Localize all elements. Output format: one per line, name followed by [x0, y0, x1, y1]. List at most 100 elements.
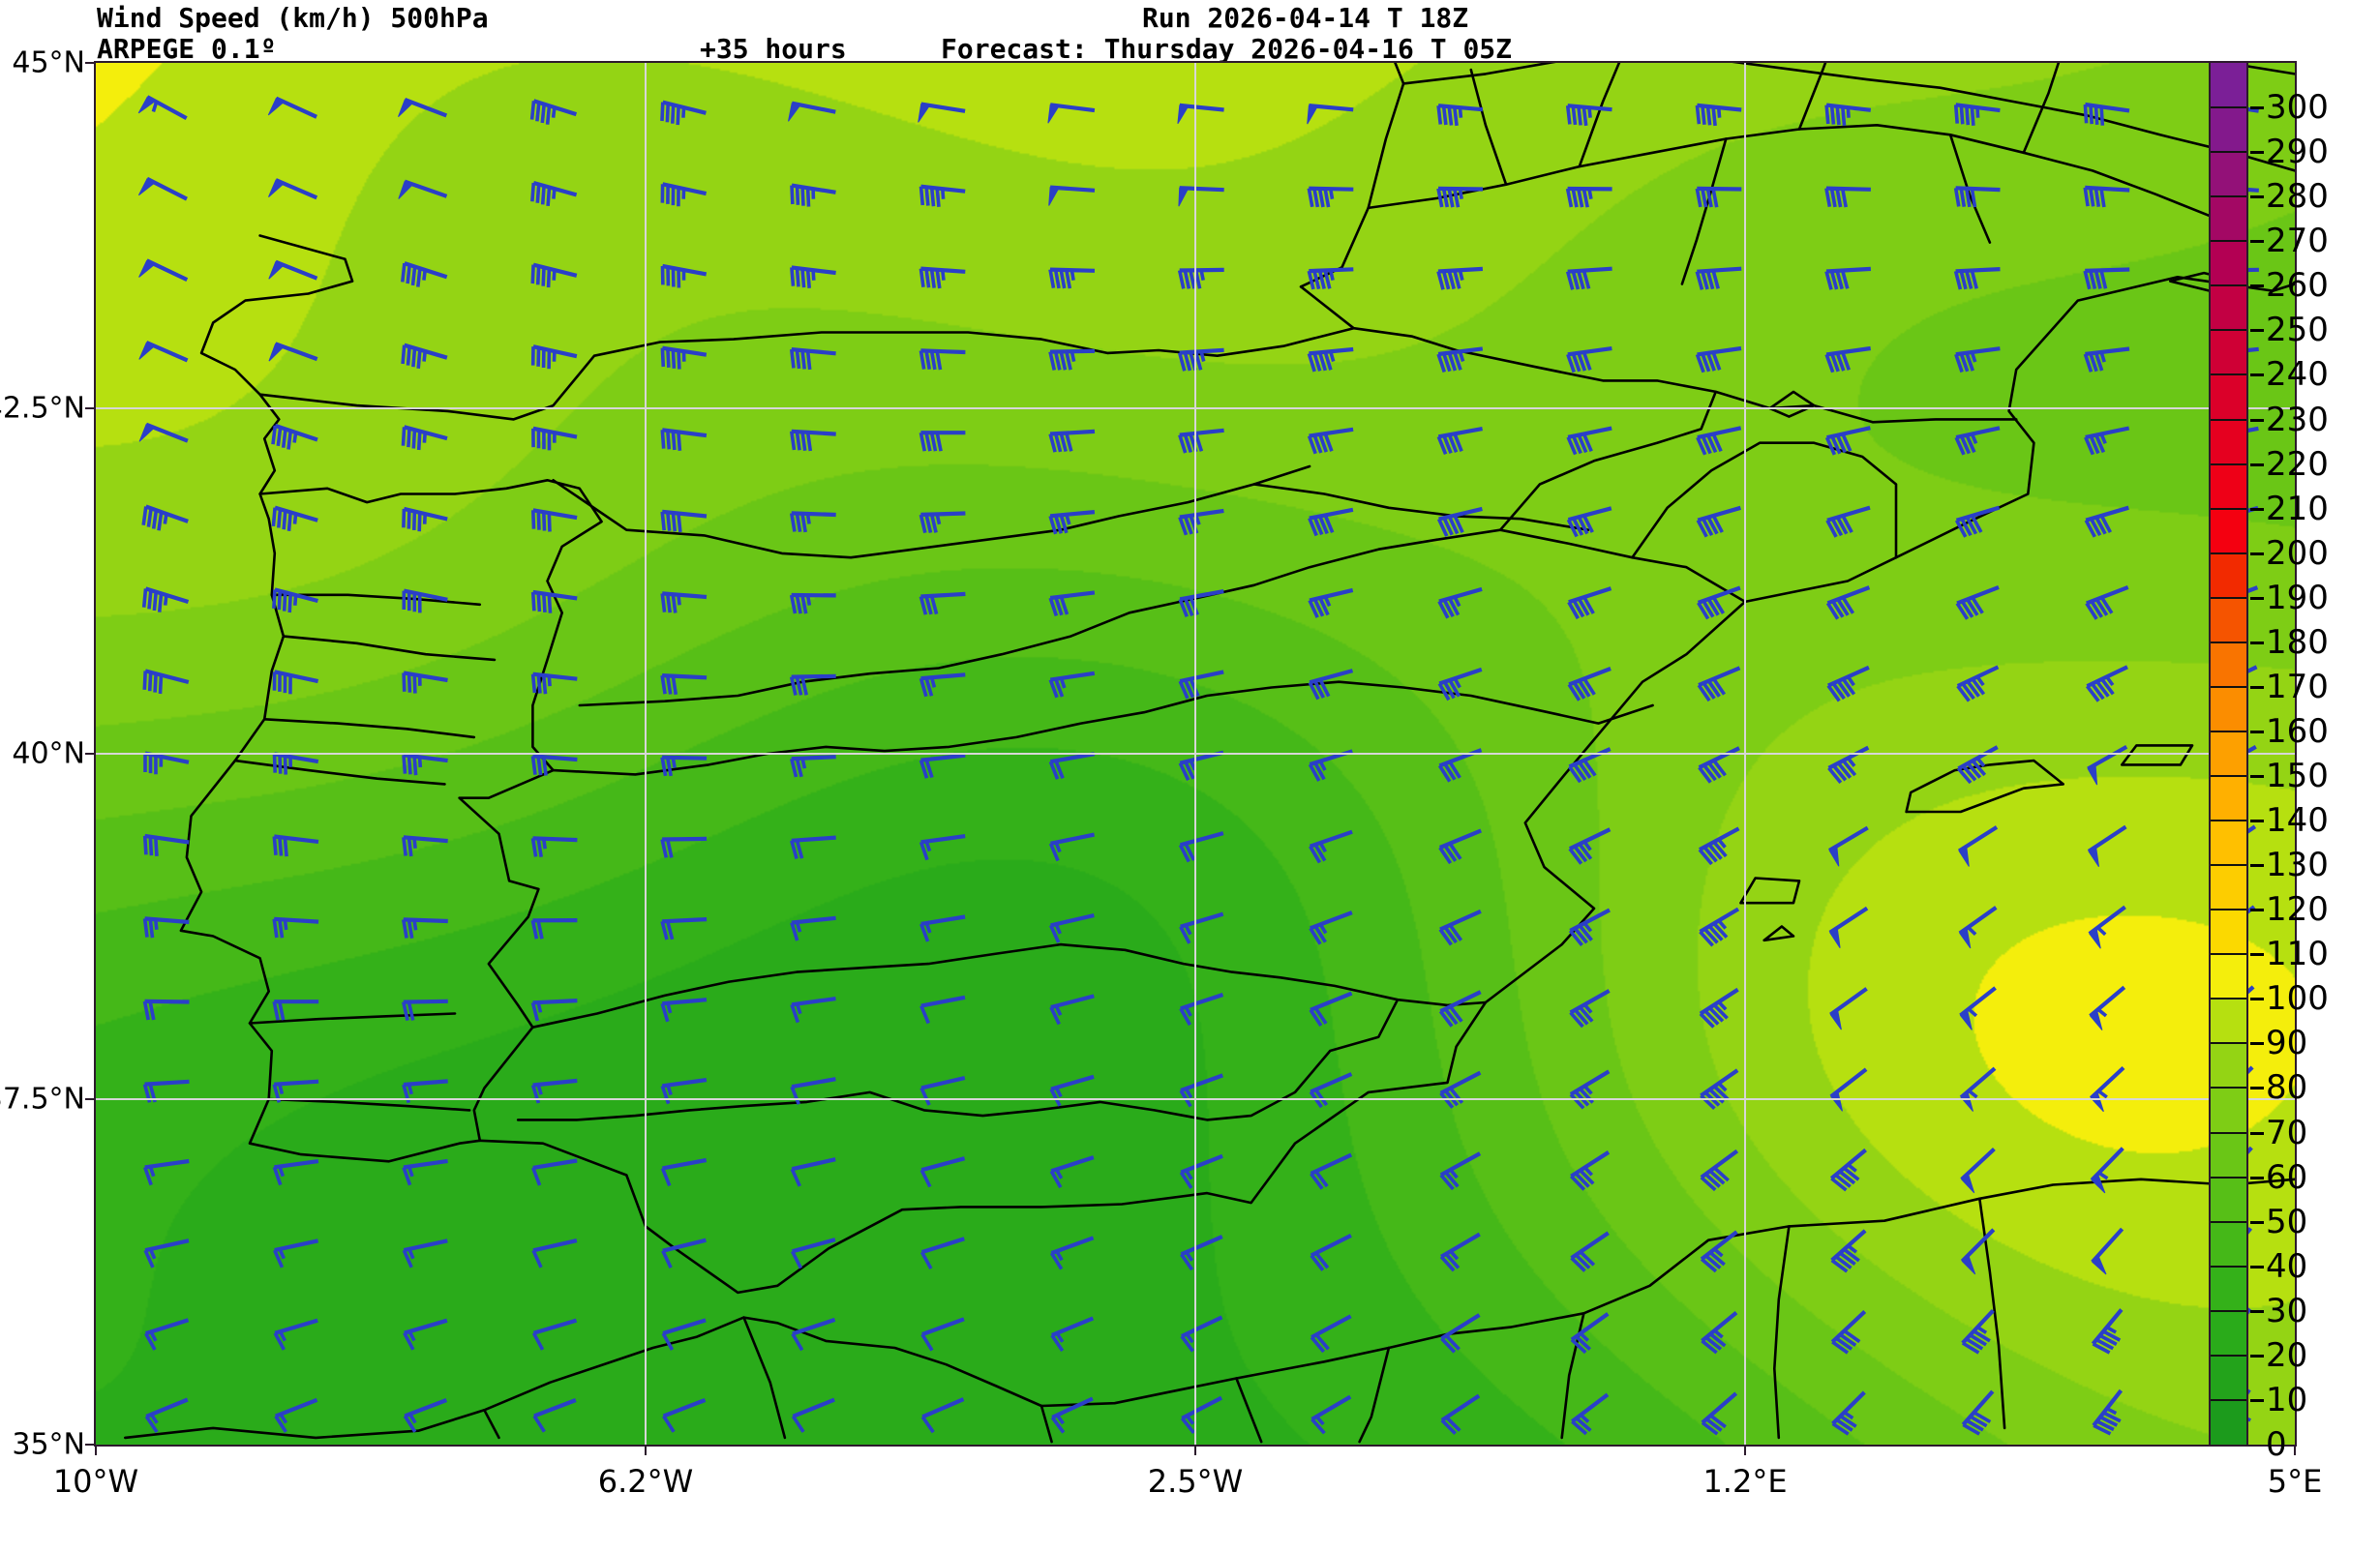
- colorbar-tick-label: 280: [2266, 177, 2329, 217]
- longitude-tick-label: 10°W: [52, 1463, 139, 1500]
- latitude-tick-label: 40°N: [12, 736, 85, 771]
- colorbar-tick-label: 260: [2266, 266, 2329, 306]
- colorbar-separator: [2211, 596, 2246, 599]
- colorbar-separator: [2211, 1354, 2246, 1357]
- colorbar-tick-label: 0: [2266, 1425, 2287, 1464]
- colorbar-separator: [2211, 329, 2246, 332]
- chart-header: Wind Speed (km/h) 500hPa ARPEGE 0.1º +35…: [0, 0, 2380, 65]
- colorbar-tick-label: 220: [2266, 444, 2329, 484]
- longitude-tick-label: 6.2°W: [597, 1463, 694, 1500]
- colorbar-swatch: [2211, 1221, 2246, 1267]
- colorbar-separator: [2211, 1220, 2246, 1223]
- colorbar-separator: [2211, 1309, 2246, 1312]
- colorbar-separator: [2211, 998, 2246, 1000]
- colorbar-tick-label: 110: [2266, 935, 2329, 974]
- colorbar-tick-mark: [2250, 106, 2264, 110]
- colorbar-swatch: [2211, 241, 2246, 286]
- colorbar-tick-mark: [2250, 685, 2264, 689]
- colorbar-separator: [2211, 909, 2246, 911]
- colorbar-swatch: [2211, 508, 2246, 553]
- colorbar-tick-label: 230: [2266, 400, 2329, 439]
- colorbar: [2209, 61, 2248, 1447]
- colorbar-tick-label: 70: [2266, 1113, 2308, 1152]
- colorbar-tick-mark: [2250, 820, 2264, 823]
- colorbar-swatch: [2211, 152, 2246, 197]
- colorbar-tick-mark: [2250, 418, 2264, 422]
- colorbar-swatch: [2211, 63, 2246, 108]
- latitude-tick-mark: [85, 62, 94, 64]
- colorbar-tick-label: 150: [2266, 757, 2329, 796]
- colorbar-swatch: [2211, 910, 2246, 955]
- colorbar-swatch: [2211, 821, 2246, 866]
- colorbar-tick-label: 270: [2266, 222, 2329, 261]
- colorbar-swatch: [2211, 731, 2246, 776]
- colorbar-swatch: [2211, 1266, 2246, 1311]
- colorbar-tick-mark: [2250, 1309, 2264, 1313]
- colorbar-swatch: [2211, 107, 2246, 153]
- colorbar-swatch: [2211, 1310, 2246, 1356]
- colorbar-separator: [2211, 864, 2246, 867]
- colorbar-tick-mark: [2250, 953, 2264, 957]
- colorbar-swatch: [2211, 1355, 2246, 1400]
- longitude-tick-mark: [2294, 1447, 2296, 1455]
- colorbar-tick-mark: [2250, 1087, 2264, 1090]
- colorbar-separator: [2211, 552, 2246, 554]
- colorbar-tick-label: 250: [2266, 311, 2329, 350]
- colorbar-separator: [2211, 685, 2246, 688]
- colorbar-tick-label: 80: [2266, 1068, 2308, 1108]
- colorbar-tick-mark: [2250, 1354, 2264, 1358]
- colorbar-swatch: [2211, 463, 2246, 509]
- colorbar-separator: [2211, 730, 2246, 732]
- longitude-tick-mark: [95, 1447, 97, 1455]
- colorbar-tick-mark: [2250, 507, 2264, 511]
- forecast-time-label: Forecast: Thursday 2026-04-16 T 05Z: [941, 33, 1513, 65]
- latitude-tick-mark: [85, 753, 94, 755]
- colorbar-tick-label: 40: [2266, 1246, 2308, 1286]
- colorbar-tick-mark: [2250, 596, 2264, 600]
- colorbar-tick-mark: [2250, 998, 2264, 1001]
- colorbar-separator: [2211, 1087, 2246, 1089]
- colorbar-swatch: [2211, 776, 2246, 821]
- colorbar-tick-label: 20: [2266, 1335, 2308, 1375]
- colorbar-tick-mark: [2250, 373, 2264, 377]
- colorbar-tick-label: 130: [2266, 846, 2329, 885]
- colorbar-separator: [2211, 1042, 2246, 1045]
- longitude-tick-mark: [1744, 1447, 1746, 1455]
- colorbar-tick-mark: [2250, 1042, 2264, 1046]
- colorbar-separator: [2211, 820, 2246, 822]
- colorbar-swatch: [2211, 999, 2246, 1044]
- colorbar-tick-label: 90: [2266, 1024, 2308, 1063]
- colorbar-tick-mark: [2250, 151, 2264, 155]
- colorbar-separator: [2211, 463, 2246, 465]
- colorbar-tick-mark: [2250, 641, 2264, 644]
- colorbar-swatch: [2211, 1088, 2246, 1133]
- colorbar-tick-label: 30: [2266, 1291, 2308, 1330]
- colorbar-swatch: [2211, 330, 2246, 375]
- colorbar-tick-mark: [2250, 552, 2264, 555]
- colorbar-swatch: [2211, 1399, 2246, 1445]
- colorbar-separator: [2211, 418, 2246, 421]
- longitude-tick-mark: [1194, 1447, 1196, 1455]
- colorbar-tick-label: 10: [2266, 1380, 2308, 1419]
- colorbar-separator: [2211, 1176, 2246, 1179]
- model-label: ARPEGE 0.1º: [97, 33, 277, 65]
- colorbar-tick-label: 200: [2266, 533, 2329, 573]
- colorbar-separator: [2211, 195, 2246, 198]
- colorbar-swatch: [2211, 285, 2246, 331]
- colorbar-swatch: [2211, 1043, 2246, 1089]
- chart-title: Wind Speed (km/h) 500hPa: [97, 2, 489, 34]
- colorbar-tick-mark: [2250, 463, 2264, 466]
- colorbar-separator: [2211, 1131, 2246, 1134]
- colorbar-tick-label: 100: [2266, 979, 2329, 1019]
- colorbar-swatch: [2211, 642, 2246, 687]
- colorbar-tick-label: 50: [2266, 1202, 2308, 1241]
- colorbar-swatch: [2211, 196, 2246, 242]
- colorbar-separator: [2211, 775, 2246, 778]
- latitude-tick-label: 42.5°N: [0, 391, 85, 426]
- colorbar-tick-mark: [2250, 730, 2264, 733]
- colorbar-tick-label: 170: [2266, 667, 2329, 706]
- colorbar-swatch: [2211, 1177, 2246, 1222]
- colorbar-tick-label: 180: [2266, 622, 2329, 662]
- colorbar-tick-mark: [2250, 1131, 2264, 1135]
- run-time-label: Run 2026-04-14 T 18Z: [1142, 2, 1469, 34]
